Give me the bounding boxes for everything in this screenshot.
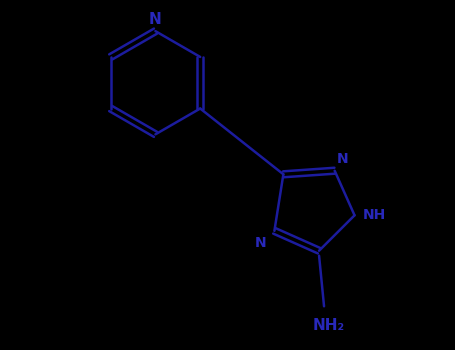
Text: NH₂: NH₂ bbox=[313, 318, 345, 333]
Text: N: N bbox=[255, 236, 267, 250]
Text: NH: NH bbox=[363, 208, 386, 222]
Text: N: N bbox=[337, 152, 348, 166]
Text: N: N bbox=[149, 12, 162, 27]
